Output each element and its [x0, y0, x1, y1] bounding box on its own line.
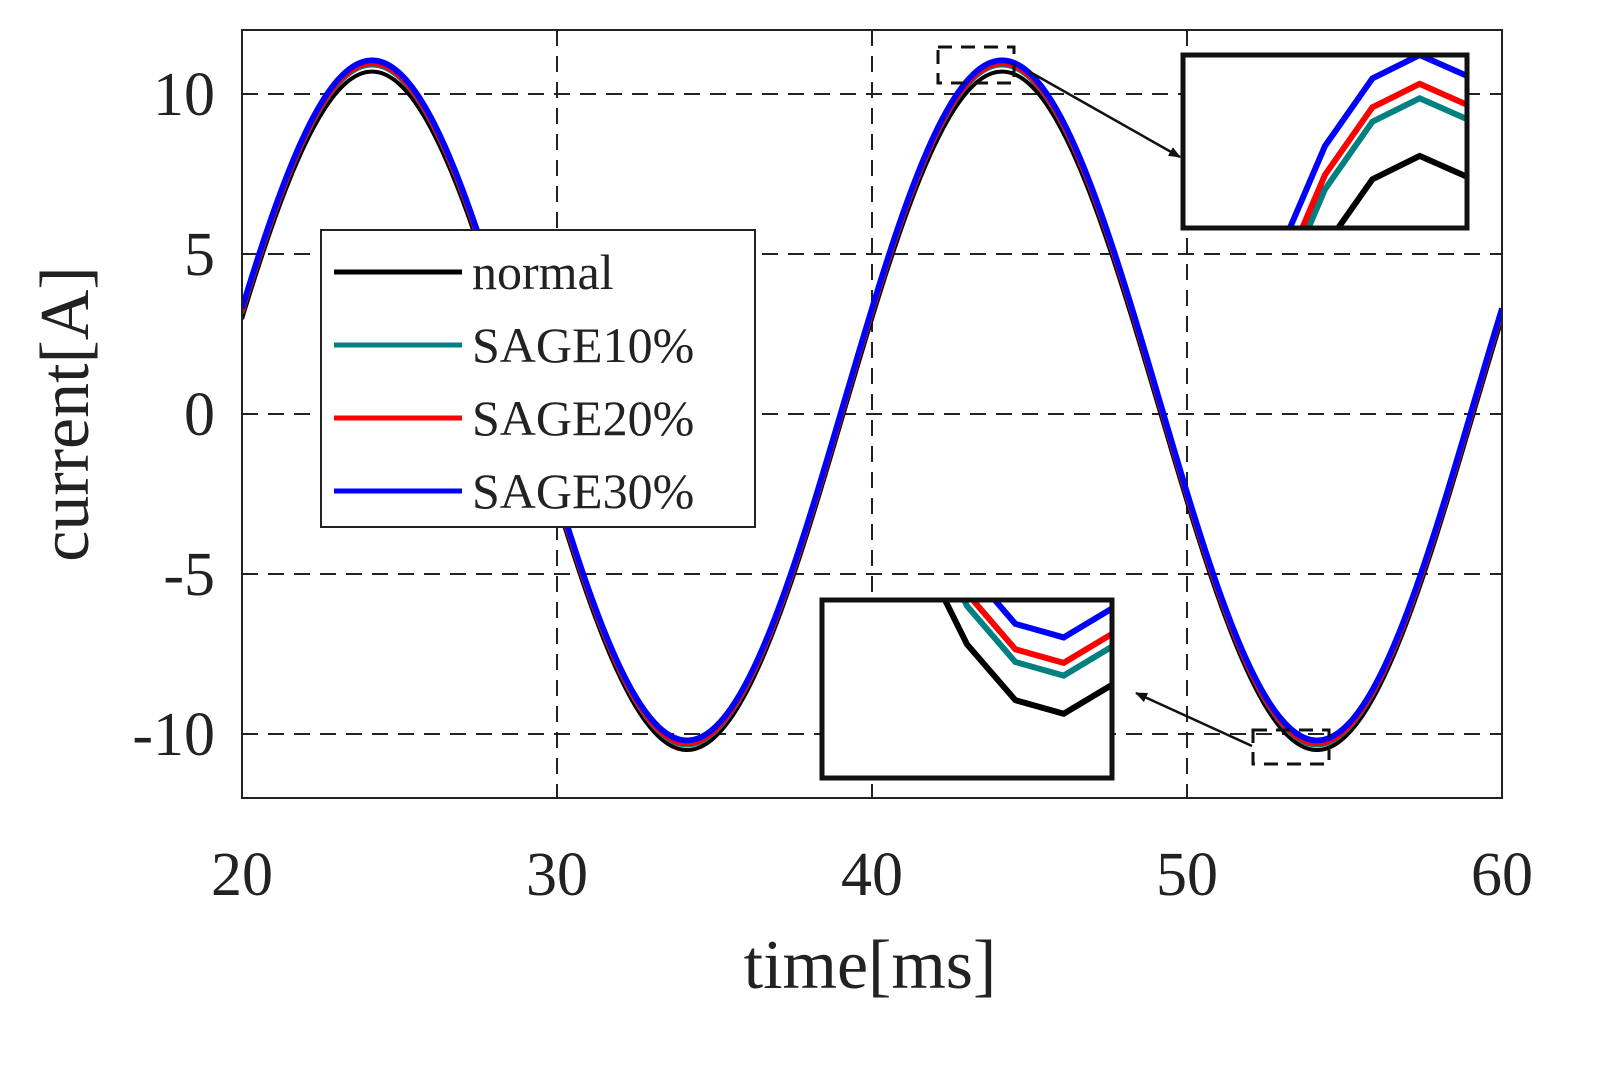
x-tick-label: 30: [526, 841, 588, 909]
x-axis-title: time[ms]: [744, 927, 997, 1004]
y-tick-label: -10: [132, 701, 215, 769]
x-tick-label: 50: [1156, 841, 1218, 909]
axis-ticks: 20 30 40 50 60 -10 -5 0 5 10: [132, 61, 1533, 909]
trough-zoom-line-SAGE30%: [990, 600, 1112, 641]
trough-zoom-line-SAGE20%: [968, 600, 1112, 667]
trough-zoom-inset: [819, 597, 1115, 781]
y-tick-label: 5: [184, 221, 215, 289]
series-layer: [242, 57, 1502, 752]
peak-zoom-arrow: [1029, 70, 1181, 159]
trough-zoom-region: [1251, 728, 1331, 766]
peak-zoom-inset: [1180, 52, 1470, 231]
x-tick-label: 60: [1471, 841, 1533, 909]
y-tick-label: 0: [184, 381, 215, 449]
peak-zoom-line-SAGE20%: [1298, 80, 1467, 228]
series-line-SAGE30%: [242, 57, 1502, 744]
trough-zoom-arrow: [1135, 691, 1253, 748]
peak-zoom-line-normal: [1334, 152, 1467, 228]
peak-zoom-line-SAGE10%: [1305, 94, 1467, 228]
y-tick-label: -5: [163, 541, 215, 609]
trough-zoom-line-normal: [941, 600, 1112, 717]
x-tick-label: 40: [841, 841, 903, 909]
y-tick-label: 10: [153, 61, 215, 129]
legend: normal SAGE10% SAGE20% SAGE30%: [320, 229, 756, 528]
legend-label-SAGE30%: SAGE30%: [472, 463, 694, 519]
peak-zoom-region: [936, 45, 1016, 85]
legend-label-SAGE20%: SAGE20%: [472, 390, 694, 446]
y-axis-title: current[A]: [27, 266, 104, 561]
x-tick-label: 20: [211, 841, 273, 909]
legend-label-SAGE10%: SAGE10%: [472, 317, 694, 373]
legend-label-normal: normal: [472, 244, 614, 300]
trough-zoom-line-SAGE10%: [960, 600, 1112, 679]
